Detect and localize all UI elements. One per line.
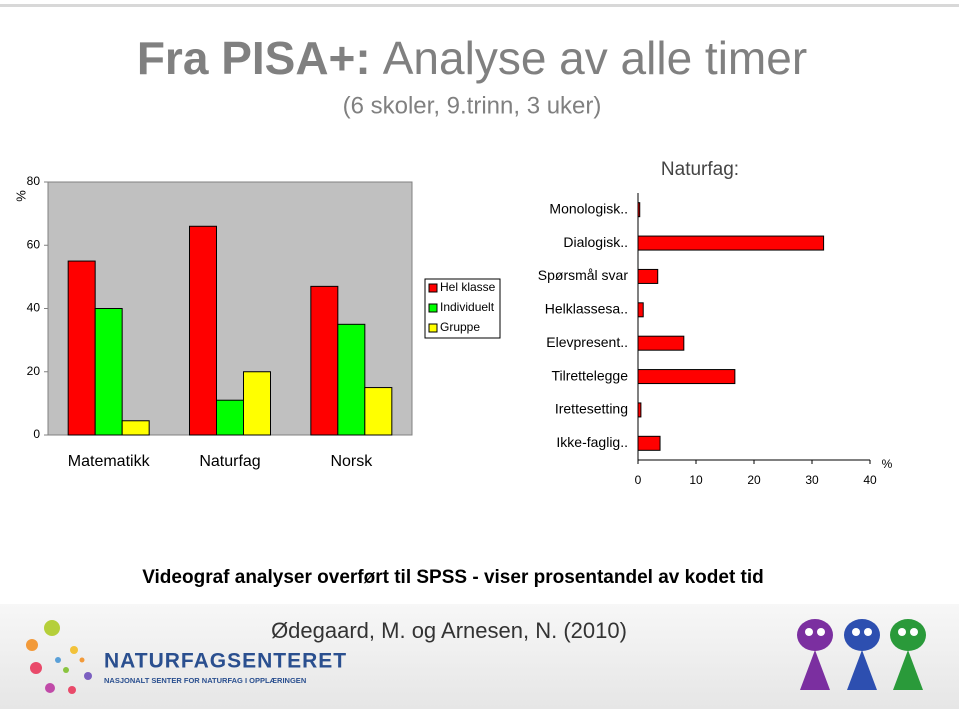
y-tick-label: Monologisk.. xyxy=(549,200,628,216)
bar xyxy=(637,402,642,418)
bar xyxy=(637,435,661,451)
bar xyxy=(216,399,244,436)
y-tick-label: 80 xyxy=(27,174,41,188)
y-tick-label: Elevpresent.. xyxy=(546,334,628,350)
y-tick-label: Ikke-faglig.. xyxy=(556,434,628,450)
y-axis-label: % xyxy=(13,190,28,202)
legend-label: Gruppe xyxy=(440,320,480,334)
bar xyxy=(637,369,736,385)
x-tick-label: Naturfag xyxy=(199,453,260,470)
x-tick-label: 30 xyxy=(805,473,819,487)
legend-label: Hel klasse xyxy=(440,280,496,294)
bar xyxy=(637,268,659,284)
bar xyxy=(189,225,217,436)
x-tick-label: 20 xyxy=(747,473,761,487)
bar xyxy=(637,302,644,318)
bar xyxy=(243,371,271,436)
mascots xyxy=(797,619,926,690)
legend-label: Individuelt xyxy=(440,300,495,314)
y-tick-label: Spørsmål svar xyxy=(538,267,629,283)
x-tick-label: 10 xyxy=(689,473,703,487)
top-rule xyxy=(0,4,959,7)
x-tick-label: 0 xyxy=(635,473,642,487)
y-tick-label: Irettesetting xyxy=(555,401,628,417)
bar xyxy=(310,285,339,436)
y-tick-label: 20 xyxy=(27,364,41,378)
x-tick-label: 40 xyxy=(863,473,877,487)
chart-title: Naturfag: xyxy=(661,159,739,180)
bar xyxy=(637,335,685,351)
x-tick-label: Matematikk xyxy=(68,453,151,470)
legend-swatch xyxy=(428,283,438,293)
title-lead: Fra PISA+: xyxy=(137,32,371,84)
logo-name: NATURFAGSENTERET xyxy=(104,650,347,673)
y-tick-label: 40 xyxy=(27,301,41,315)
bar xyxy=(637,202,641,218)
bar xyxy=(121,420,150,436)
bar xyxy=(94,308,123,436)
y-tick-label: Dialogisk.. xyxy=(563,234,628,250)
slide-title: Fra PISA+: Analyse av alle timer xyxy=(137,32,807,84)
y-tick-label: Tilrettelegge xyxy=(551,367,628,383)
bar xyxy=(364,387,393,436)
subtitle: (6 skoler, 9.trinn, 3 uker) xyxy=(343,92,602,119)
credit: Ødegaard, M. og Arnesen, N. (2010) xyxy=(271,618,627,643)
x-tick-label: Norsk xyxy=(330,453,373,470)
bar xyxy=(67,260,96,436)
footer-band xyxy=(0,604,959,709)
bar xyxy=(337,323,366,436)
x-axis-label: % xyxy=(882,457,893,471)
bar xyxy=(637,235,825,251)
logo-tagline: NASJONALT SENTER FOR NATURFAG I OPPLÆRIN… xyxy=(104,676,306,685)
logo-dots xyxy=(26,620,92,694)
legend-swatch xyxy=(428,323,438,333)
y-tick-label: Helklassesa.. xyxy=(545,301,628,317)
y-tick-label: 0 xyxy=(33,427,40,441)
legend-swatch xyxy=(428,303,438,313)
y-tick-label: 60 xyxy=(27,237,41,251)
caption: Videograf analyser overført til SPSS - v… xyxy=(142,567,764,588)
title-text: Analyse av alle timer xyxy=(383,32,807,84)
